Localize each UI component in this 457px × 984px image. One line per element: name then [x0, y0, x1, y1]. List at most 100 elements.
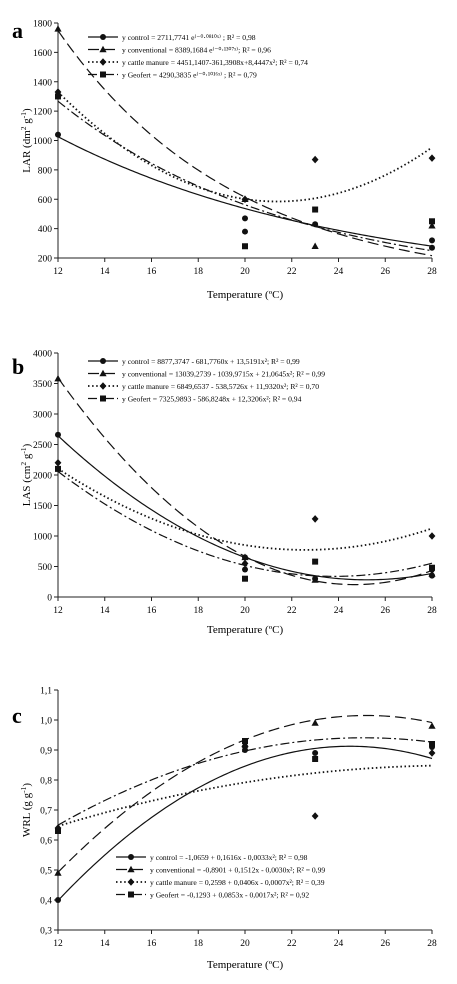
y-tick-label: 0,9: [40, 747, 52, 757]
x-tick-label: 20: [240, 267, 250, 277]
x-tick-label: 14: [100, 606, 110, 616]
data-point-triangle: [311, 242, 319, 250]
data-point-circle: [429, 244, 435, 251]
x-tick-label: 20: [240, 606, 250, 616]
y-tick-label: 2000: [33, 472, 52, 482]
x-tick-label: 16: [147, 939, 157, 949]
data-point-circle: [312, 750, 319, 756]
data-point-triangle: [54, 869, 62, 876]
series-curve: [57, 100, 433, 252]
data-point-square: [242, 575, 248, 582]
x-tick-label: 16: [147, 606, 157, 616]
data-point-diamond: [428, 154, 436, 162]
x-tick-label: 24: [334, 939, 344, 949]
data-point-square: [55, 93, 61, 100]
legend-marker-circle: [100, 34, 106, 40]
y-tick-label: 1800: [33, 20, 52, 30]
x-tick-label: 18: [194, 939, 204, 949]
legend-marker-diamond: [127, 878, 135, 886]
data-point-diamond: [428, 532, 436, 540]
legend-marker-triangle: [99, 369, 107, 377]
x-tick-label: 28: [427, 267, 437, 277]
legend-marker-circle: [100, 358, 106, 364]
legend-marker-circle: [128, 854, 134, 860]
legend-entry: y control = 8877,3747 - 681,7760x + 13,5…: [122, 357, 300, 366]
legend-entry: y Geofert = -0,1293 + 0,0853x - 0,0017x²…: [150, 891, 309, 900]
x-tick-label: 22: [287, 606, 297, 616]
y-tick-label: 0,4: [40, 897, 52, 907]
y-tick-label: 0,6: [40, 837, 52, 847]
series-curve: [57, 737, 433, 826]
x-tick-label: 24: [334, 606, 344, 616]
data-point-circle: [242, 228, 248, 235]
legend-entry: y Geofert = 7325,9893 - 586,8248x + 12,3…: [122, 395, 302, 404]
data-point-diamond: [241, 559, 249, 568]
x-tick-label: 22: [287, 939, 297, 949]
y-tick-label: 0,8: [40, 777, 52, 787]
y-tick-label: 3500: [33, 380, 52, 390]
legend-marker-triangle: [99, 45, 107, 53]
chart-panel-b: b 0 500 1000 1500 2000 2500 3000 3500 4000 12 14 16 1…: [12, 350, 437, 637]
data-point-square: [55, 465, 61, 472]
y-axis-label: LAS (cm2 g-1): [19, 443, 33, 506]
y-axis-label: LAR (dm2 g-1): [19, 108, 33, 173]
legend-entry: y control = -1,0659 + 0,1616x - 0,0033x²…: [150, 853, 308, 862]
panel-label: b: [12, 354, 24, 379]
data-point-triangle: [54, 374, 62, 382]
x-tick-label: 18: [194, 267, 204, 277]
y-tick-label: 1600: [33, 49, 52, 59]
legend-entry: y conventional = 8389,1684 e⁽⁻⁰⋅¹³⁰⁷ˣ⁾; …: [122, 46, 271, 55]
y-tick-label: 4000: [33, 350, 52, 360]
data-point-circle: [55, 131, 61, 138]
legend-entry: y cattle manure = 0,2598 + 0,0406x - 0,0…: [150, 878, 325, 887]
legend-entry: y cattle manure = 4451,1407-361,3908x+8,…: [122, 58, 308, 67]
data-point-triangle: [428, 570, 436, 577]
data-point-diamond: [311, 812, 319, 820]
series-curve: [57, 30, 433, 257]
x-tick-label: 14: [100, 267, 110, 277]
chart-panel-a: a 200 400 600 800 1000 1200 1400 1600 1800 12 14 16 1…: [12, 18, 437, 301]
series-curve: [57, 745, 433, 901]
y-tick-label: 1000: [33, 533, 52, 543]
legend-marker-diamond: [99, 382, 107, 390]
series-curve: [57, 91, 433, 203]
data-point-square: [242, 738, 248, 744]
y-tick-label: 1,1: [40, 687, 52, 697]
y-tick-label: 3000: [33, 411, 52, 421]
legend-entry: y control = 2711,7741 e⁽⁻⁰⋅⁰⁸¹⁰ˣ⁾ ; R² =…: [122, 33, 256, 42]
y-tick-label: 600: [38, 196, 53, 206]
data-point-circle: [55, 897, 61, 903]
y-tick-label: 1,0: [40, 717, 52, 727]
x-tick-label: 22: [287, 267, 297, 277]
data-point-diamond: [311, 515, 319, 523]
legend-marker-triangle: [127, 865, 135, 873]
data-point-triangle: [54, 25, 62, 32]
legend-marker-square: [128, 891, 134, 898]
data-point-circle: [55, 431, 61, 438]
x-tick-label: 26: [381, 267, 391, 277]
data-point-triangle: [311, 576, 319, 583]
data-point-triangle: [428, 722, 436, 729]
x-tick-label: 12: [53, 267, 63, 277]
panel-label: c: [12, 703, 22, 728]
legend-entry: y cattle manure = 6849,6537 - 538,5726x …: [122, 382, 319, 391]
x-tick-label: 12: [53, 939, 63, 949]
data-point-diamond: [311, 155, 319, 164]
data-point-triangle: [241, 553, 249, 561]
data-point-square: [242, 243, 248, 250]
chart-panel-c: c 0,3 0,4 0,5 0,6 0,7 0,8 0,9 1,0 1,1 12 14 16 18 20 22…: [12, 687, 437, 972]
x-tick-label: 12: [53, 606, 63, 616]
data-point-circle: [242, 566, 248, 573]
data-point-diamond: [241, 743, 249, 751]
x-tick-label: 16: [147, 267, 157, 277]
x-tick-label: 24: [334, 267, 344, 277]
x-tick-label: 18: [194, 606, 204, 616]
data-point-circle: [429, 237, 435, 244]
y-tick-label: 500: [38, 563, 53, 573]
data-point-diamond: [428, 749, 436, 757]
y-tick-label: 1500: [33, 502, 52, 512]
y-tick-label: 1000: [33, 137, 52, 147]
x-axis-label: Temperature (ºC): [207, 289, 284, 301]
y-tick-label: 0,7: [40, 807, 52, 817]
